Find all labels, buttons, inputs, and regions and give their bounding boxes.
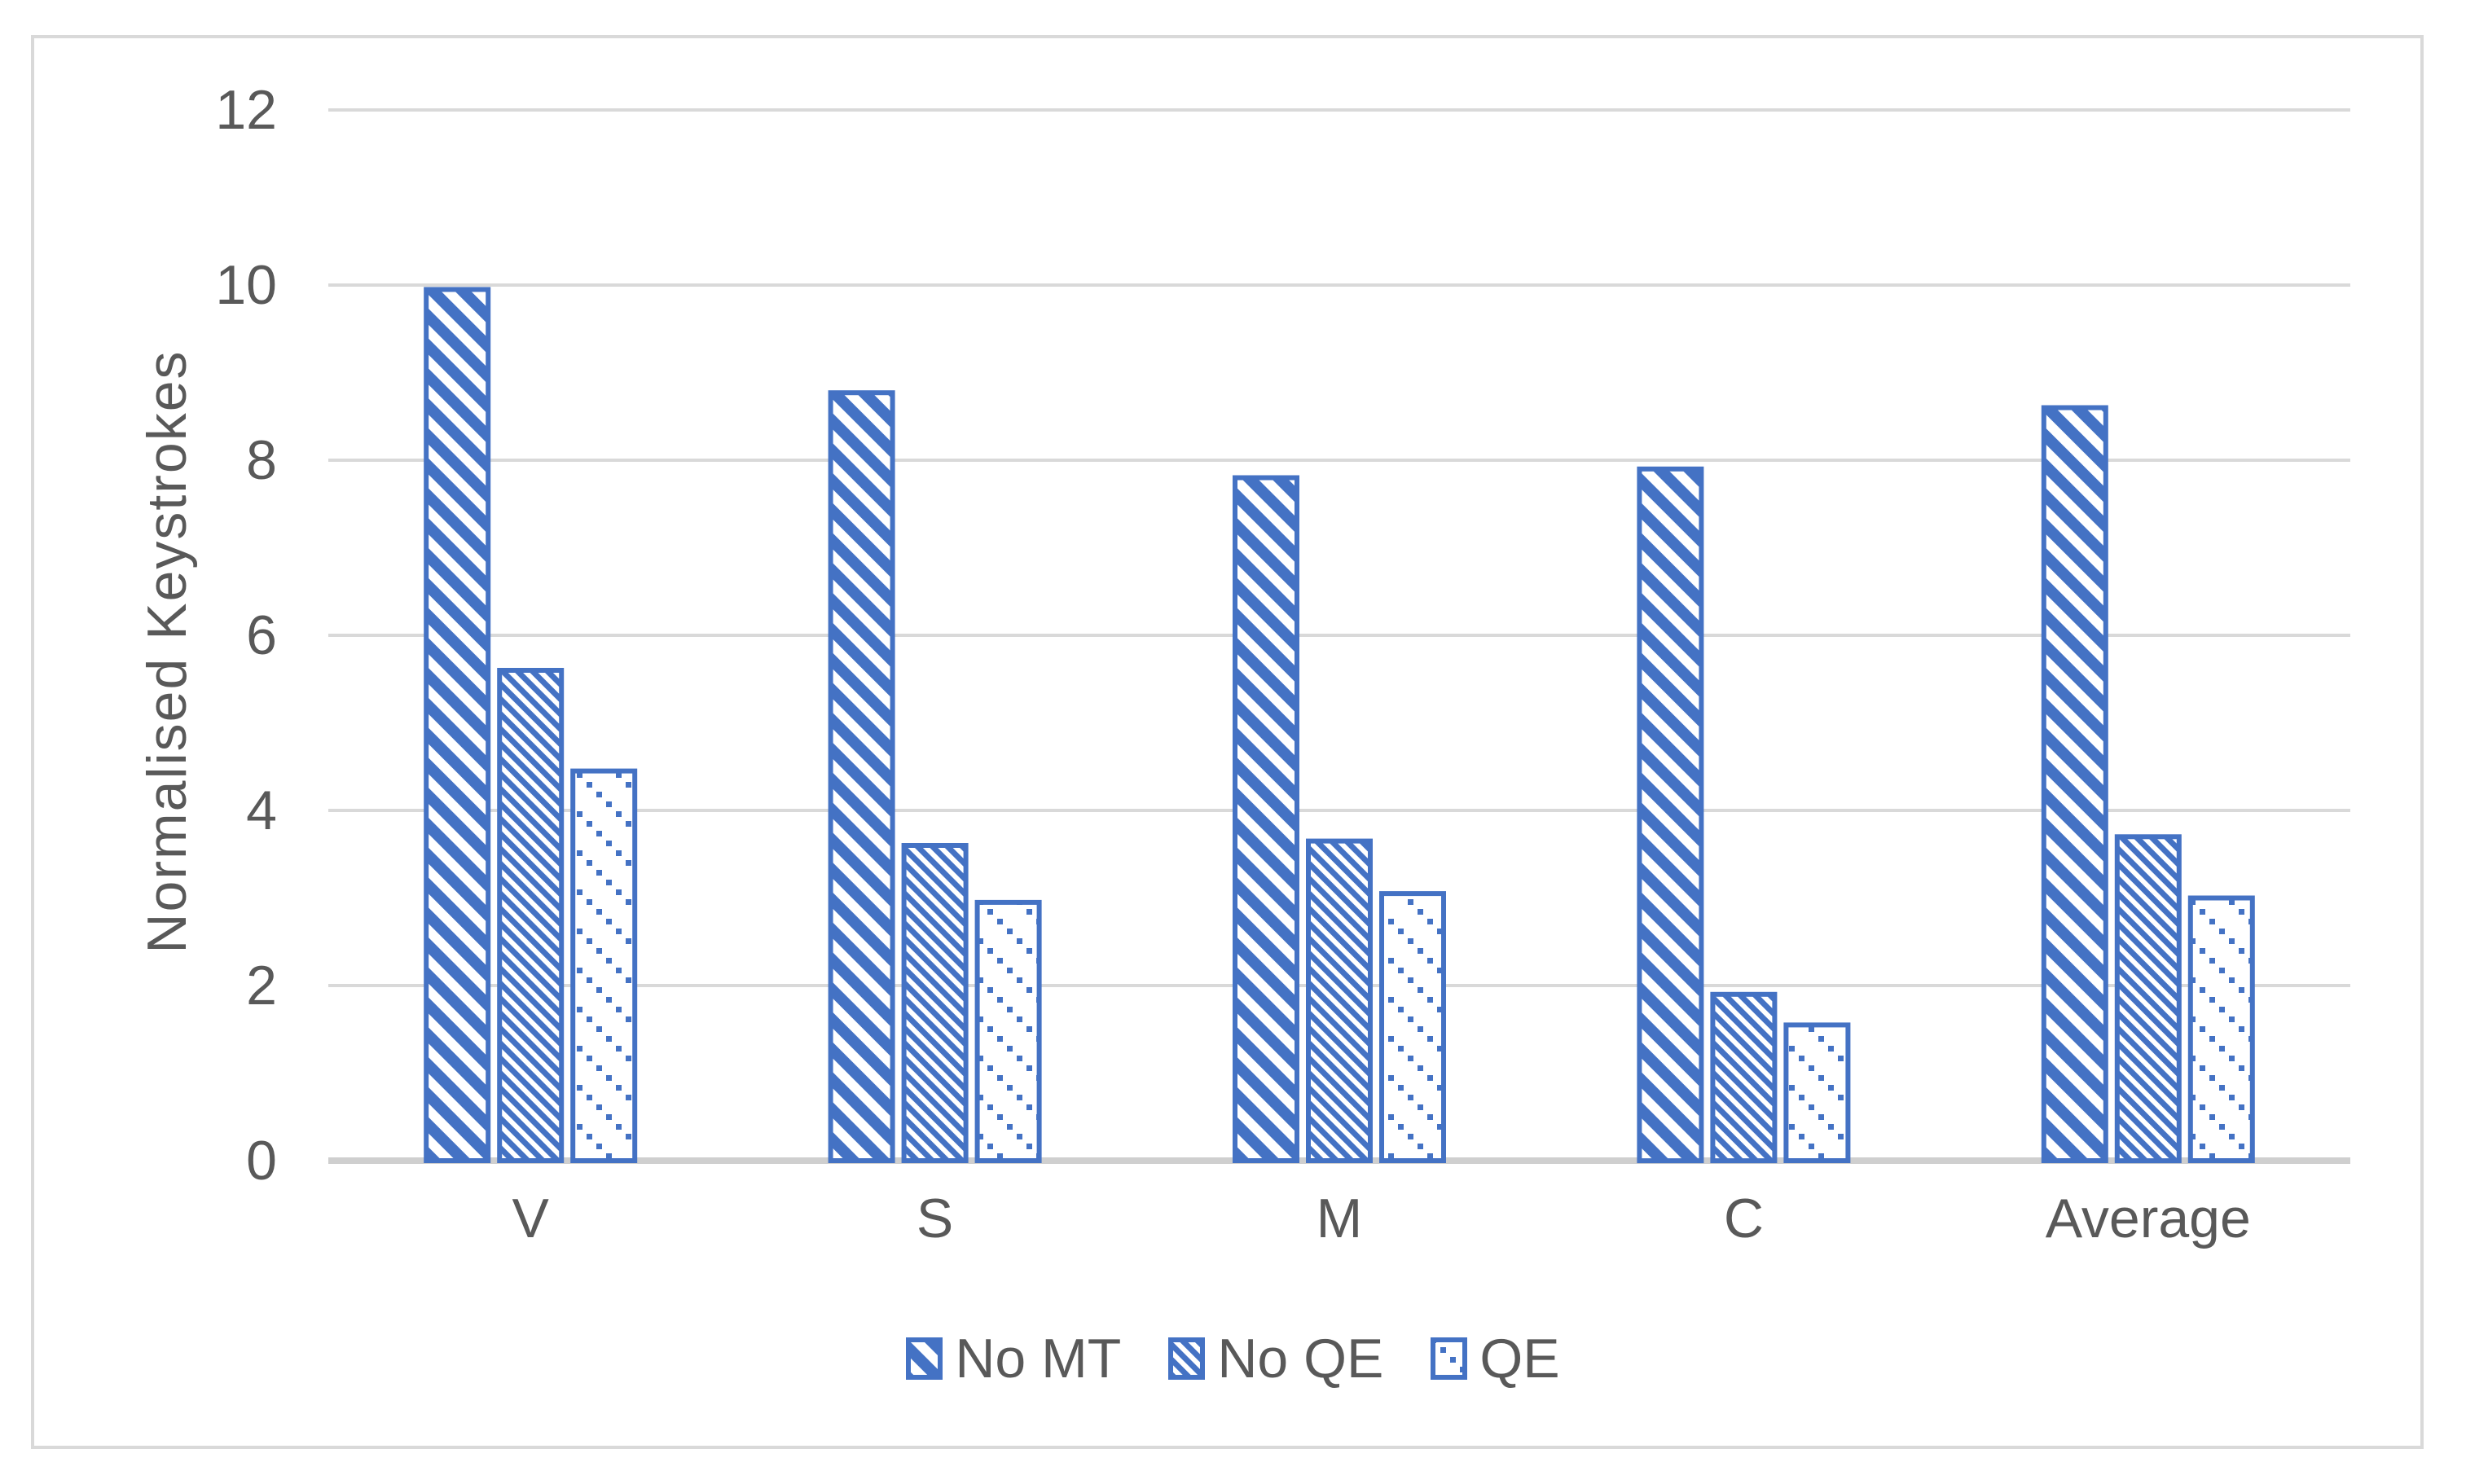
gridline xyxy=(328,634,2350,637)
bar-no-qe-c xyxy=(1710,991,1778,1164)
bar-qe-m xyxy=(1379,891,1446,1163)
bar-no-qe-m xyxy=(1306,838,1373,1163)
x-category-label-average: Average xyxy=(2045,1188,2251,1249)
legend-label: QE xyxy=(1479,1328,1560,1390)
y-tick-label: 12 xyxy=(215,79,277,141)
legend: No MT No QE QE xyxy=(0,1328,2466,1390)
legend-marker-no-mt xyxy=(906,1337,943,1380)
legend-marker-qe xyxy=(1431,1337,1468,1380)
x-category-label-s: S xyxy=(916,1188,954,1249)
gridline xyxy=(328,809,2350,812)
gridline xyxy=(328,459,2350,462)
x-category-label-m: M xyxy=(1316,1188,1363,1249)
bar-qe-average xyxy=(2187,895,2255,1163)
y-tick-label: 6 xyxy=(246,604,277,666)
legend-label: No MT xyxy=(955,1328,1122,1390)
gridline xyxy=(328,283,2350,287)
bar-no-mt-v xyxy=(424,287,491,1163)
bar-no-mt-c xyxy=(1637,466,1704,1164)
bar-no-qe-v xyxy=(497,668,565,1163)
gridline xyxy=(328,108,2350,112)
y-tick-label: 8 xyxy=(246,429,277,491)
bar-qe-s xyxy=(974,899,1042,1164)
y-tick-label: 2 xyxy=(246,955,277,1016)
legend-item-qe: QE xyxy=(1431,1328,1560,1390)
bar-qe-v xyxy=(570,768,638,1163)
legend-marker-no-qe xyxy=(1168,1337,1206,1380)
bar-no-qe-s xyxy=(901,843,969,1163)
bar-no-mt-s xyxy=(828,390,895,1163)
legend-item-no-qe: No QE xyxy=(1168,1328,1383,1390)
bar-qe-c xyxy=(1783,1022,1851,1164)
bar-no-mt-average xyxy=(2041,405,2108,1163)
y-tick-label: 4 xyxy=(246,779,277,841)
bar-no-qe-average xyxy=(2114,834,2182,1164)
legend-item-no-mt: No MT xyxy=(906,1328,1121,1390)
y-tick-label: 0 xyxy=(246,1130,277,1192)
x-category-label-v: V xyxy=(512,1188,549,1249)
x-category-label-c: C xyxy=(1723,1188,1764,1249)
legend-label: No QE xyxy=(1217,1328,1384,1390)
y-tick-label: 10 xyxy=(215,254,277,316)
bar-no-mt-m xyxy=(1233,475,1299,1163)
y-axis-title: Normalised Keystrokes xyxy=(136,349,198,954)
